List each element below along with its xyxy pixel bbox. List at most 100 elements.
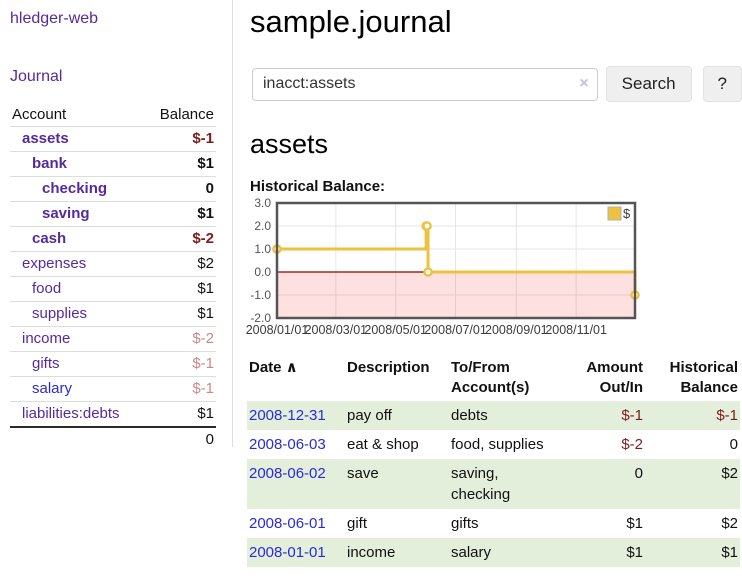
account-link-salary[interactable]: salary [32,380,73,397]
search-input[interactable] [252,67,598,101]
register-row: 2008-06-03 eat & shop food, supplies $-2 0 [247,430,740,459]
account-balance: $-1 [192,130,214,147]
help-button[interactable]: ? [702,66,742,102]
page-title: sample.journal [250,4,452,39]
transaction-accounts: gifts [451,515,479,532]
account-row: salary $-1 [10,377,216,402]
main-content: sample.journal × Search ? assets Histori… [246,0,742,567]
account-row: gifts $-1 [10,352,216,377]
account-link-liabilities-debts[interactable]: liabilities:debts [22,405,120,422]
transaction-description: income [347,544,396,561]
legend-swatch [607,206,622,221]
transaction-balance: $-1 [716,407,738,424]
account-link-expenses[interactable]: expenses [22,255,87,272]
transaction-description: pay off [347,407,392,424]
account-row: supplies $1 [10,302,216,327]
sidebar-item-journal[interactable]: Journal [10,68,224,86]
app-brand-link[interactable]: hledger-web [10,10,224,28]
transaction-balance: $1 [721,544,738,561]
chart-canvas[interactable]: 3.0 2.0 1.0 0.0 -1.0 -2.02008/01/012008/03/01… [242,197,722,339]
account-link-checking[interactable]: checking [42,180,108,197]
search-form: × Search ? [252,66,742,102]
transaction-amount: $-2 [621,436,643,453]
account-link-assets[interactable]: assets [22,130,69,147]
register-header-tofrom: To/From Account(s) [451,359,530,396]
account-heading: assets [250,129,329,159]
account-link-gifts[interactable]: gifts [32,355,60,372]
transaction-amount: $1 [626,544,643,561]
transaction-balance: $2 [721,515,738,532]
account-balance: $1 [197,305,214,322]
sort-asc-icon[interactable]: ∧ [281,359,298,376]
transaction-description: eat & shop [347,436,419,453]
register-header-date[interactable]: Date ∧ [249,359,298,376]
account-balance: 0 [205,180,214,197]
svg-text:-2.0: -2.0 [250,311,271,325]
journal-link-label[interactable]: Journal [10,68,63,85]
transaction-date-link[interactable]: 2008-06-01 [249,515,326,532]
account-row: food $1 [10,277,216,302]
transaction-description: save [347,465,379,482]
account-balance: $-1 [192,380,214,397]
account-row: saving $1 [10,202,216,227]
transaction-accounts: food, supplies [451,436,544,453]
accounts-total-row: 0 [10,426,216,452]
register-row: 2008-12-31 pay off debts $-1 $-1 [247,401,740,430]
svg-text:1.0: 1.0 [254,242,271,256]
register-row: 2008-01-01 income salary $1 $1 [247,538,740,567]
accounts-header-row: Account Balance [10,103,216,127]
transaction-date-link[interactable]: 2008-06-03 [249,436,326,453]
svg-text:2008/05/01: 2008/05/01 [364,323,427,337]
account-link-cash[interactable]: cash [32,230,67,247]
svg-text:-1.0: -1.0 [250,288,271,302]
account-row: income $-2 [10,327,216,352]
svg-text:2008/03/01: 2008/03/01 [305,323,368,337]
account-link-supplies[interactable]: supplies [32,305,88,322]
register-row: 2008-06-01 gift gifts $1 $2 [247,509,740,538]
register-table: Date ∧ Description To/From Account(s) Amount… [247,355,740,567]
historical-balance-chart[interactable]: 3.0 2.0 1.0 0.0 -1.0 -2.0 2008/01/01 2008/03/01… [242,197,742,339]
account-link-food[interactable]: food [32,280,62,297]
account-link-income[interactable]: income [22,330,71,347]
account-balance: $1 [197,205,214,222]
account-balance: $-2 [192,330,214,347]
accounts-header-balance: Balance [159,106,214,123]
svg-text:2008/09/01: 2008/09/01 [485,323,548,337]
transaction-amount: $1 [626,515,643,532]
transaction-balance: 0 [729,436,738,453]
register-header-historical: Historical Balance [669,359,738,396]
account-balance: $1 [197,280,214,297]
transaction-date-link[interactable]: 2008-06-02 [249,465,326,482]
svg-text:2.0: 2.0 [254,219,271,233]
clear-search-icon[interactable]: × [579,74,589,92]
accounts-table: Account Balance assets $-1 bank $1 checking 0… [10,103,216,452]
svg-text:2008/07/01: 2008/07/01 [424,323,487,337]
transaction-description: gift [347,515,368,532]
app-brand-label[interactable]: hledger-web [10,10,99,27]
account-balance: $1 [197,405,214,422]
transaction-date-link[interactable]: 2008-01-01 [249,544,326,561]
search-button[interactable]: Search [605,66,692,102]
account-balance: $-2 [192,230,214,247]
svg-text:0.0: 0.0 [254,265,271,279]
account-link-bank[interactable]: bank [32,155,68,172]
svg-text:$: $ [623,206,631,221]
transaction-amount: $-1 [621,407,643,424]
register-header-row: Date ∧ Description To/From Account(s) Amount… [247,355,740,401]
accounts-header-account: Account [12,106,67,123]
account-row: liabilities:debts $1 [10,402,216,427]
accounts-total-value: 0 [10,426,216,452]
account-link-saving[interactable]: saving [42,205,90,222]
transaction-balance: $2 [721,465,738,482]
account-row: bank $1 [10,152,216,177]
sidebar: hledger-web Journal Account Balance asse… [0,0,233,452]
account-balance: $-1 [192,355,214,372]
transaction-date-link[interactable]: 2008-12-31 [249,407,326,424]
account-row: checking 0 [10,177,216,202]
svg-text:2008/01/01: 2008/01/01 [246,323,309,337]
register-row: 2008-06-02 save saving, checking 0 $2 [247,459,740,509]
account-row: expenses $2 [10,252,216,277]
account-balance: $1 [197,155,214,172]
transaction-accounts: debts [451,407,488,424]
svg-text:3.0: 3.0 [254,197,271,210]
